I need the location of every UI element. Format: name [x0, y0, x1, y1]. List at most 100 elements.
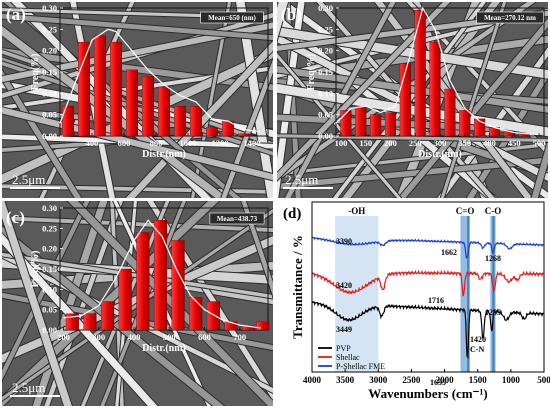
x-tick-label: 400	[128, 332, 141, 342]
y-tick-label: 0.20	[42, 46, 57, 56]
fiber	[2, 13, 273, 41]
band-label: C-O	[485, 206, 502, 216]
panel-label-a: (a)	[6, 5, 26, 24]
mean-box	[200, 11, 264, 24]
histogram-bar	[189, 297, 203, 331]
series-pvp	[311, 300, 545, 359]
scale-label-b: 2.5μm	[285, 172, 318, 187]
x-tick-label: 100	[335, 138, 348, 148]
y-tick-label: 0.30	[318, 3, 333, 13]
series-shellac	[311, 269, 545, 297]
x-tick-label: 500	[533, 138, 546, 148]
y-tick-label: 0.25	[318, 24, 333, 34]
fiber	[277, 66, 548, 113]
y-tick-label: 0.15	[42, 67, 57, 77]
x-tick-label: 200	[384, 138, 397, 148]
histogram-bar	[142, 76, 154, 137]
x-tick-label: 500	[163, 332, 176, 342]
histogram-bar	[126, 69, 138, 137]
histogram-bar	[83, 313, 97, 331]
peak-label: 1716	[428, 296, 444, 305]
y-tick-label: 0.05	[42, 110, 57, 120]
histogram-bar	[94, 35, 106, 137]
histogram-bar	[459, 110, 471, 137]
scale-label-c: 2.5μm	[12, 380, 45, 395]
histogram-bar	[224, 321, 238, 331]
y-tick-label: 0.00	[42, 131, 57, 141]
absorption-band	[335, 216, 379, 372]
series-p-shellac-fme	[311, 236, 545, 259]
histogram-bar	[118, 268, 132, 331]
histogram-bar	[355, 105, 367, 137]
x-axis-label: Distr.(nm)	[142, 343, 186, 354]
x-tick-label: 3500	[336, 375, 355, 385]
fiber	[277, 142, 548, 176]
histogram-bar	[171, 240, 185, 331]
histogram-bar	[190, 105, 202, 137]
fiber	[2, 107, 273, 181]
histogram-bar	[206, 127, 218, 137]
x-tick-label: 1200	[212, 138, 229, 148]
fiber	[277, 157, 548, 190]
x-tick-label: 600	[198, 332, 211, 342]
x-tick-label: 250	[409, 138, 422, 148]
ftir-chart: -OH C=O C-O 3390 1662 1268 3420 1716 1255 3449 142…	[277, 200, 550, 408]
fiber	[2, 216, 273, 232]
y-tick-label: 0.20	[318, 46, 333, 56]
x-tick-label: 600	[118, 138, 131, 148]
fit-curve	[335, 6, 540, 136]
x-axis-label: Distr.(nm)	[418, 149, 462, 160]
histogram-b: 0.00 0.05 0.10 0.15 0.20 0.25 0.30 100 150 200 250…	[306, 3, 545, 160]
x-axis-label: Wavenumbers (cm⁻¹)	[368, 386, 487, 401]
x-tick-label: 150	[359, 138, 372, 148]
mean-label: Mean=650 (nm)	[208, 14, 256, 22]
y-tick-label: 0.10	[42, 284, 57, 294]
x-axis-label: Distr.(nm)	[142, 149, 186, 160]
mean-label: Mean=438.73	[217, 215, 258, 223]
x-tick-label: 350	[458, 138, 471, 148]
histogram-bar	[444, 88, 456, 137]
y-tick-label: 0.30	[42, 203, 57, 213]
band-core	[492, 216, 495, 372]
y-tick-label: 0.25	[42, 24, 57, 34]
y-axis-label: Freq(%)	[30, 53, 41, 90]
x-tick-label: 400	[483, 138, 496, 148]
x-tick-label: 1000	[502, 375, 521, 385]
peak-label: 1255	[485, 308, 501, 317]
peak-label: 3449	[336, 325, 352, 334]
fiber	[277, 83, 548, 137]
absorption-band	[460, 216, 470, 372]
band-core	[467, 216, 470, 372]
fiber	[531, 140, 548, 198]
ftir-background	[277, 200, 550, 408]
band-label: -OH	[348, 206, 365, 216]
y-tick-label: 0.05	[42, 305, 57, 315]
peak-label: 1420	[470, 335, 486, 344]
histogram-bar	[78, 41, 90, 137]
histogram-bar	[174, 105, 186, 137]
x-tick-label: 200	[57, 332, 70, 342]
fiber	[221, 59, 273, 198]
y-axis-label: Transmittance / %	[290, 235, 305, 339]
histogram-bar	[206, 301, 220, 331]
x-tick-label: 300	[434, 138, 447, 148]
histogram-bar	[384, 112, 397, 137]
x-tick-label: 1500	[469, 375, 488, 385]
y-tick-label: 0.25	[42, 223, 57, 233]
y-tick-label: 0.10	[318, 88, 333, 98]
histogram-bar	[370, 114, 382, 137]
panel-label-d: (d)	[283, 206, 301, 222]
x-tick-label: 4000	[303, 375, 322, 385]
y-axis-label: Freq(%)	[306, 53, 317, 90]
scale-label-a: 2.5μm	[12, 172, 45, 187]
mean-label: Mean=270.12 nm	[484, 14, 536, 22]
x-tick-label: 700	[233, 332, 246, 342]
y-tick-label: 0.20	[42, 244, 57, 254]
histogram-c: 0.00 0.05 0.10 0.15 0.20 0.25 0.30 200 300 400 500…	[30, 203, 270, 354]
histogram-bar	[340, 110, 352, 137]
x-tick-label: 1400	[244, 138, 261, 148]
peak-label: 3420	[336, 281, 352, 290]
histogram-bar	[399, 63, 411, 137]
y-tick-label: 0.15	[42, 264, 57, 274]
